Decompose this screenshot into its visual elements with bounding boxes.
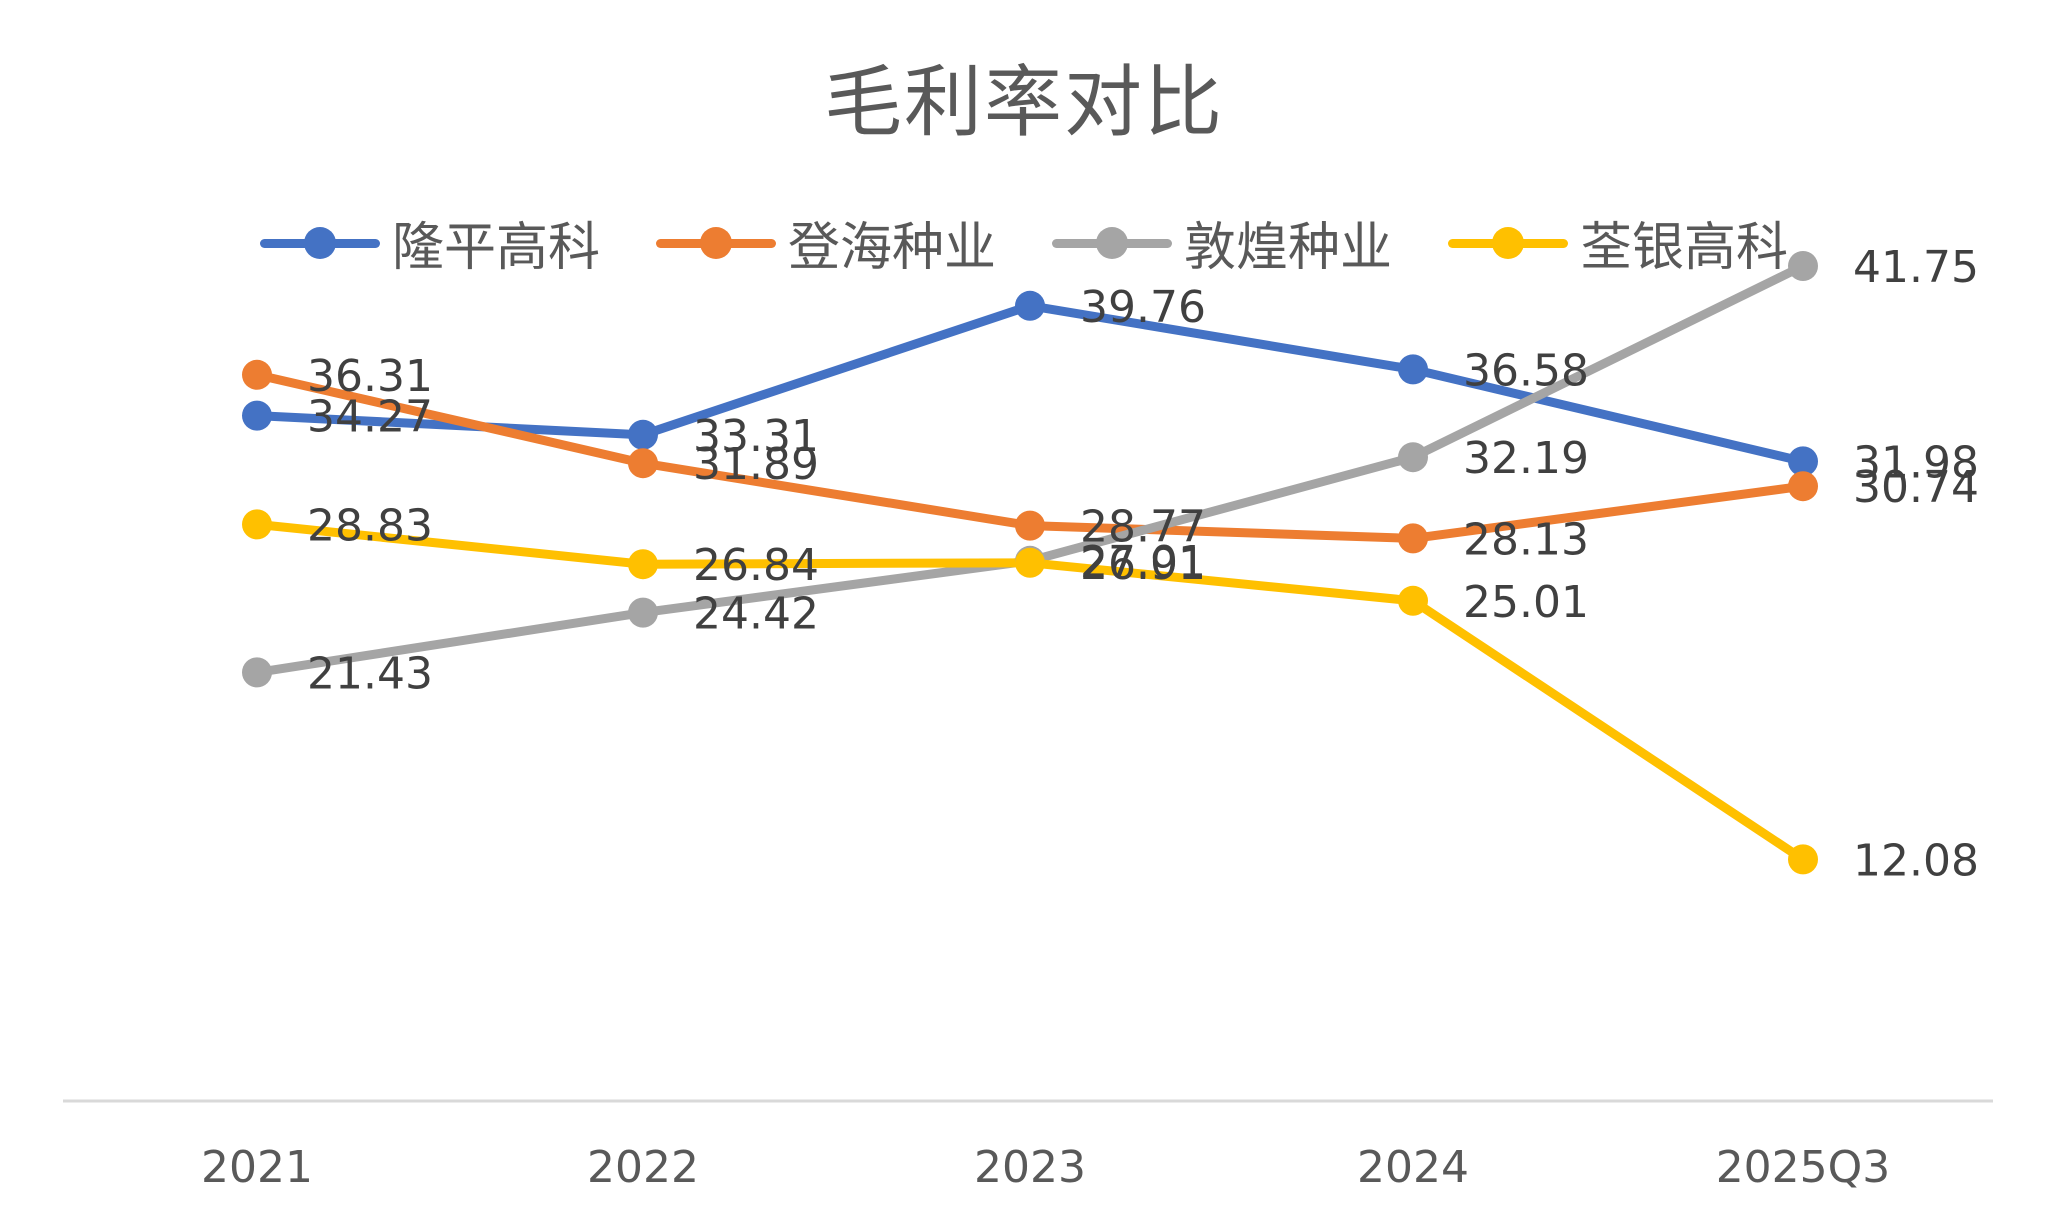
data-point[interactable] <box>1398 523 1428 554</box>
legend-swatch-4 <box>1448 221 1569 265</box>
data-label: 32.19 <box>1463 433 1589 484</box>
data-point[interactable] <box>628 419 658 450</box>
data-label: 39.76 <box>1080 282 1206 333</box>
legend-marker-1 <box>303 226 336 259</box>
data-point[interactable] <box>242 400 272 431</box>
data-point[interactable] <box>1788 471 1818 502</box>
legend: 隆平高科 登海种业 敦煌种业 荃银高科 <box>0 205 2048 280</box>
data-label: 27.01 <box>1080 537 1206 588</box>
data-label: 25.01 <box>1463 577 1589 628</box>
legend-label-3: 敦煌种业 <box>1184 218 1393 278</box>
legend-swatch-2 <box>655 221 776 265</box>
legend-swatch-1 <box>259 221 380 265</box>
data-label: 28.83 <box>307 500 433 551</box>
data-point[interactable] <box>1788 844 1818 875</box>
legend-item-2: 登海种业 <box>655 205 996 280</box>
data-point[interactable] <box>242 657 272 688</box>
data-label: 31.98 <box>1853 437 1979 488</box>
data-label: 21.43 <box>307 648 433 699</box>
data-point[interactable] <box>1015 547 1045 578</box>
data-label: 36.31 <box>307 351 433 402</box>
data-label: 28.77 <box>1080 502 1206 553</box>
chart-title: 毛利率对比 <box>823 58 1224 148</box>
data-label: 12.08 <box>1853 835 1979 886</box>
legend-marker-3 <box>1096 226 1128 259</box>
x-tick-label: 2024 <box>1357 1142 1469 1193</box>
data-label: 26.84 <box>693 540 819 591</box>
data-label: 36.58 <box>1463 345 1589 396</box>
data-point[interactable] <box>1015 510 1045 541</box>
x-tick-label: 2025Q3 <box>1716 1142 1891 1193</box>
legend-marker-2 <box>699 226 732 259</box>
data-label: 34.27 <box>307 392 433 443</box>
data-point[interactable] <box>628 549 658 580</box>
legend-item-3: 敦煌种业 <box>1052 205 1392 280</box>
data-point[interactable] <box>1398 442 1428 473</box>
legend-item-1: 隆平高科 <box>259 205 600 280</box>
legend-swatch-3 <box>1052 221 1172 265</box>
data-point[interactable] <box>242 509 272 540</box>
data-point[interactable] <box>1788 446 1818 477</box>
x-tick-label: 2021 <box>201 1142 313 1193</box>
data-label: 24.42 <box>693 589 819 640</box>
data-label: 33.31 <box>693 411 819 462</box>
data-label: 41.75 <box>1853 242 1979 293</box>
legend-marker-4 <box>1492 226 1525 259</box>
data-point[interactable] <box>1398 585 1428 616</box>
data-point[interactable] <box>628 448 658 479</box>
data-label: 30.74 <box>1853 462 1979 513</box>
data-label: 26.91 <box>1080 539 1206 590</box>
data-point[interactable] <box>1788 251 1818 281</box>
legend-item-4: 荃银高科 <box>1448 205 1788 280</box>
data-point[interactable] <box>1015 290 1045 321</box>
legend-label-4: 荃银高科 <box>1580 218 1789 278</box>
data-point[interactable] <box>628 597 658 628</box>
data-point[interactable] <box>242 359 272 390</box>
data-label: 31.89 <box>693 439 819 490</box>
data-point[interactable] <box>1398 354 1428 385</box>
legend-label-2: 登海种业 <box>787 218 996 278</box>
x-tick-label: 2023 <box>974 1142 1086 1193</box>
data-label: 28.13 <box>1463 514 1589 565</box>
legend-label-1: 隆平高科 <box>391 218 600 278</box>
x-tick-label: 2022 <box>587 1142 699 1193</box>
